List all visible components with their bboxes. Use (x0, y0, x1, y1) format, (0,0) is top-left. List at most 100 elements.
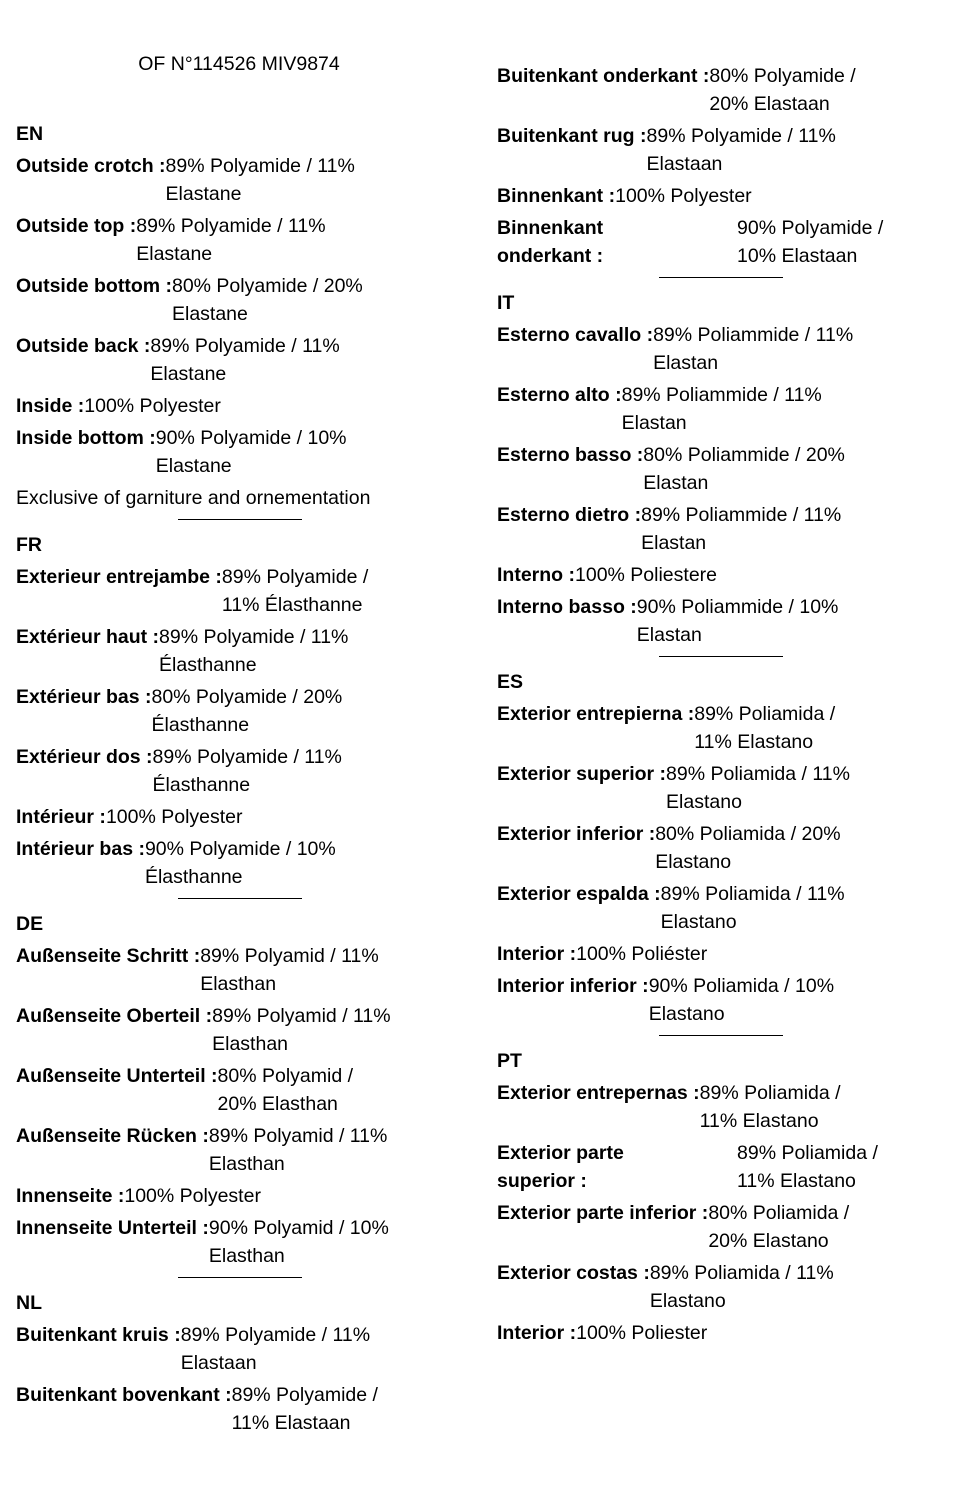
fiber-composition: 100% Polyester (84, 392, 221, 420)
section-divider (659, 656, 783, 657)
fabric-part-label: Exterior parte inferior : (497, 1202, 709, 1224)
fiber-composition-line: 100% Polyester (124, 1185, 261, 1207)
fiber-composition-line: 89% Polyamid / 11% (212, 1005, 391, 1027)
fiber-composition-line: 11% Elastano (694, 731, 814, 753)
composition-entry: Buitenkant rug :89% Polyamide / 11% Elast… (497, 122, 937, 178)
fiber-composition-line: 89% Polyamide / 11% (136, 215, 326, 237)
composition-entry: Extérieur haut :89% Polyamide / 11% Élast… (16, 623, 462, 679)
composition-entry: Intérieur :100% Polyester (16, 803, 462, 831)
fiber-composition: 80% Poliammide / 20% Elastan (643, 441, 845, 497)
composition-entry: Außenseite Rücken :89% Polyamid / 11% Ela… (16, 1122, 462, 1178)
language-section: PT Exterior entrepernas :89% Poliamida /1… (497, 1049, 937, 1347)
language-heading: FR (16, 534, 42, 556)
fiber-composition-line: 20% Elasthan (217, 1093, 338, 1115)
fiber-composition-line: 89% Polyamide / 11% (159, 626, 349, 648)
fiber-composition: 89% Polyamide / 11% Elastane (166, 152, 355, 208)
composition-entry: Extérieur dos :89% Polyamide / 11% Élasth… (16, 743, 462, 799)
fiber-composition: 89% Poliamida / 11% Elastano (700, 1079, 841, 1135)
language-section: DE Außenseite Schritt :89% Polyamid / 11%… (16, 912, 462, 1270)
fiber-composition-line: Elastane (155, 455, 232, 477)
fiber-composition: 90% Polyamide / 10% Elastaan (737, 214, 883, 270)
fiber-composition-line: Elastan (636, 624, 702, 646)
composition-entry: Exterior entrepernas :89% Poliamida / 11%… (497, 1079, 937, 1135)
composition-entry: Außenseite Oberteil :89% Polyamid / 11% E… (16, 1002, 462, 1058)
fabric-part-label: Interior : (497, 1322, 577, 1344)
fabric-part-label-line: Exterior parte (497, 1142, 624, 1164)
fiber-composition-line: 11% Élasthanne (221, 594, 363, 616)
fiber-composition: 89% Polyamide / 11% Elastaan (232, 1381, 378, 1437)
fiber-composition: 100% Poliester (576, 1319, 707, 1347)
fiber-composition: 89% Polyamide / 11% Elastaan (181, 1321, 370, 1377)
fiber-composition: 89% Poliamida / 11% Elastano (661, 880, 845, 936)
fiber-composition-line: 80% Polyamide / 20% (151, 686, 343, 708)
fabric-part-label: Außenseite Rücken : (16, 1125, 209, 1147)
fiber-composition-line: 89% Polyamide / (221, 566, 369, 588)
composition-entry: Buitenkant bovenkant :89% Polyamide / 11%… (16, 1381, 462, 1437)
fiber-composition-line: Élasthanne (144, 866, 243, 888)
fiber-composition-line: 89% Poliamida / (699, 1082, 841, 1104)
fiber-composition: 89% Poliammide / 11% Elastan (622, 381, 822, 437)
section-divider (178, 519, 302, 520)
fiber-composition-line: 89% Polyamide / 11% (180, 1324, 371, 1346)
composition-entry: Interno :100% Poliestere (497, 561, 937, 589)
composition-entry: Extérieur bas :80% Polyamide / 20% Élasth… (16, 683, 462, 739)
composition-entry: Inside bottom :90% Polyamide / 10% Elasta… (16, 424, 462, 480)
composition-entry: Exterior inferior :80% Poliamida / 20% El… (497, 820, 937, 876)
fiber-composition-line: 11% Elastano (699, 1110, 819, 1132)
fiber-composition: 100% Poliéster (576, 940, 707, 968)
fiber-composition: 89% Polyamide / 11% Élasthanne (159, 623, 348, 679)
fabric-part-label: Binnenkant onderkant : (497, 214, 737, 270)
fabric-part-label: Exterior costas : (497, 1262, 650, 1284)
fiber-composition-line: 89% Poliammide / 11% (653, 324, 854, 346)
fiber-composition-line: 89% Poliamida / 11% (649, 1262, 834, 1284)
language-heading: EN (16, 123, 44, 145)
fiber-composition-line: Elastan (621, 412, 687, 434)
fabric-part-label: Intérieur bas : (16, 838, 145, 860)
composition-entry: Binnenkant onderkant : 90% Polyamide / 10% … (497, 214, 937, 270)
fabric-part-label: Exterior superior : (497, 763, 667, 785)
composition-entry: Outside top :89% Polyamide / 11% Elastane (16, 212, 462, 268)
fiber-composition-line: 100% Poliester (576, 1322, 708, 1344)
fabric-part-label: Buitenkant onderkant : (497, 65, 710, 87)
fiber-composition: 89% Poliammide / 11% Elastan (641, 501, 841, 557)
fiber-composition: 89% Polyamid / 11% Elasthan (209, 1122, 387, 1178)
composition-entry: Outside back :89% Polyamide / 11% Elastan… (16, 332, 462, 388)
composition-entry: Intérieur bas :90% Polyamide / 10% Élasth… (16, 835, 462, 891)
composition-entry: Exterior superior :89% Poliamida / 11% El… (497, 760, 937, 816)
fabric-part-label: Esterno alto : (497, 384, 622, 406)
fiber-composition: 89% Poliamida / 11% Elastano (666, 760, 850, 816)
fiber-composition-line: Élasthanne (152, 774, 251, 796)
fabric-part-label: Esterno basso : (497, 444, 644, 466)
right-column: Buitenkant onderkant :80% Polyamide / 20%… (497, 62, 937, 1351)
fiber-composition-line: 90% Poliammide / 10% (636, 596, 839, 618)
fiber-composition: 80% Polyamide / 20% Elastane (172, 272, 363, 328)
fabric-part-label: Interior : (497, 943, 577, 965)
fabric-part-label: Exterior espalda : (497, 883, 661, 905)
fiber-composition-line: 100% Poliéster (576, 943, 708, 965)
fabric-part-label: Interior inferior : (497, 975, 649, 997)
fiber-composition: 89% Poliamida / 11% Elastano (737, 1139, 878, 1195)
fiber-composition: 80% Poliamida / 20% Elastano (655, 820, 840, 876)
composition-entry: Esterno dietro :89% Poliammide / 11% Elas… (497, 501, 937, 557)
composition-entry: Exterior parte inferior :80% Poliamida /… (497, 1199, 937, 1255)
composition-entry: Exterior espalda :89% Poliamida / 11% Ela… (497, 880, 937, 936)
fiber-composition-line: 89% Polyamid / 11% (208, 1125, 388, 1147)
fiber-composition: 80% Poliamida / 20% Elastano (708, 1199, 849, 1255)
fiber-composition: 100% Polyester (124, 1182, 261, 1210)
fiber-composition-line: 89% Poliamida / (737, 1142, 878, 1164)
fabric-part-label: Buitenkant bovenkant : (16, 1384, 232, 1406)
fiber-composition: 89% Polyamide / 11% Elastaan (647, 122, 836, 178)
fiber-composition-line: Élasthanne (151, 714, 250, 736)
composition-entry: Außenseite Schritt :89% Polyamid / 11% El… (16, 942, 462, 998)
fiber-composition-line: 100% Polyester (615, 185, 752, 207)
composition-entry: Exterior parte superior : 89% Poliamida / 1… (497, 1139, 937, 1195)
fabric-part-label: Exterior inferior : (497, 823, 656, 845)
fiber-composition-line: Elastan (643, 472, 709, 494)
composition-entry: Interior :100% Poliester (497, 1319, 937, 1347)
fabric-part-label: Esterno cavallo : (497, 324, 654, 346)
composition-entry: Interior inferior :90% Poliamida / 10% El… (497, 972, 937, 1028)
left-column: EN Outside crotch :89% Polyamide / 11% Ela… (16, 122, 462, 1441)
composition-entry: Esterno cavallo :89% Poliammide / 11% Ela… (497, 321, 937, 377)
fiber-composition-line: 100% Poliestere (575, 564, 718, 586)
fabric-part-label: Outside top : (16, 215, 137, 237)
